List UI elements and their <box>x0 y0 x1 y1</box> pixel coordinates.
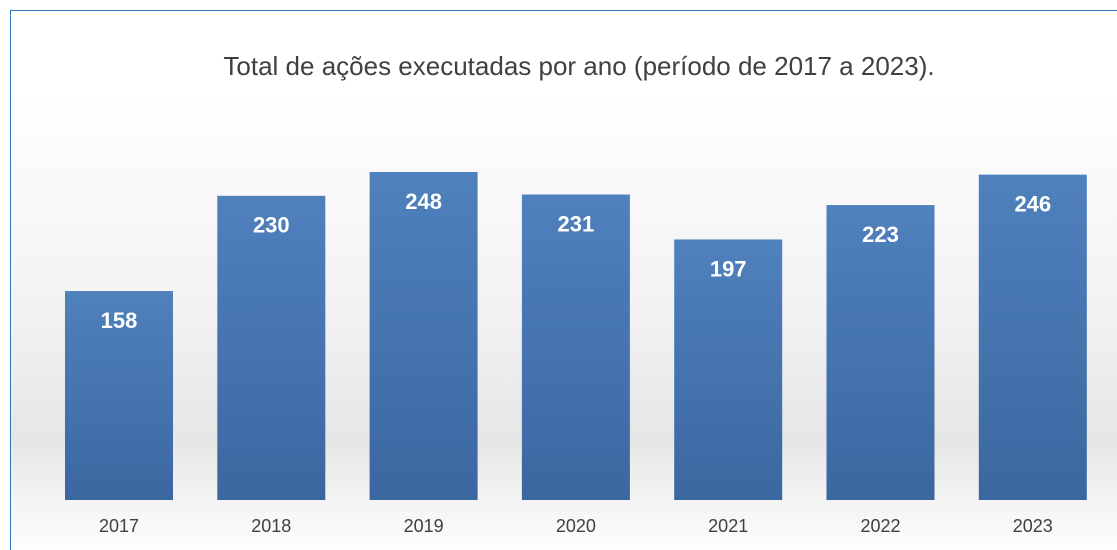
x-tick-label: 2019 <box>404 516 444 536</box>
value-label: 248 <box>405 189 442 214</box>
bar <box>217 195 326 500</box>
x-tick-label: 2018 <box>251 516 291 536</box>
value-label: 246 <box>1014 191 1051 216</box>
x-tick-label: 2023 <box>1013 516 1053 536</box>
x-tick-label: 2017 <box>99 516 139 536</box>
bar <box>826 205 935 500</box>
bar <box>674 239 783 501</box>
value-label: 230 <box>253 213 290 238</box>
bar <box>978 174 1087 501</box>
value-label: 231 <box>558 211 595 236</box>
x-tick-label: 2022 <box>860 516 900 536</box>
value-label: 197 <box>710 256 747 281</box>
value-label: 223 <box>862 222 899 247</box>
value-label: 158 <box>101 308 138 333</box>
chart-title: Total de ações executadas por ano (perío… <box>223 51 934 81</box>
bar <box>521 194 630 500</box>
x-tick-label: 2021 <box>708 516 748 536</box>
x-tick-label: 2020 <box>556 516 596 536</box>
bar <box>65 291 173 500</box>
bar <box>369 172 478 500</box>
